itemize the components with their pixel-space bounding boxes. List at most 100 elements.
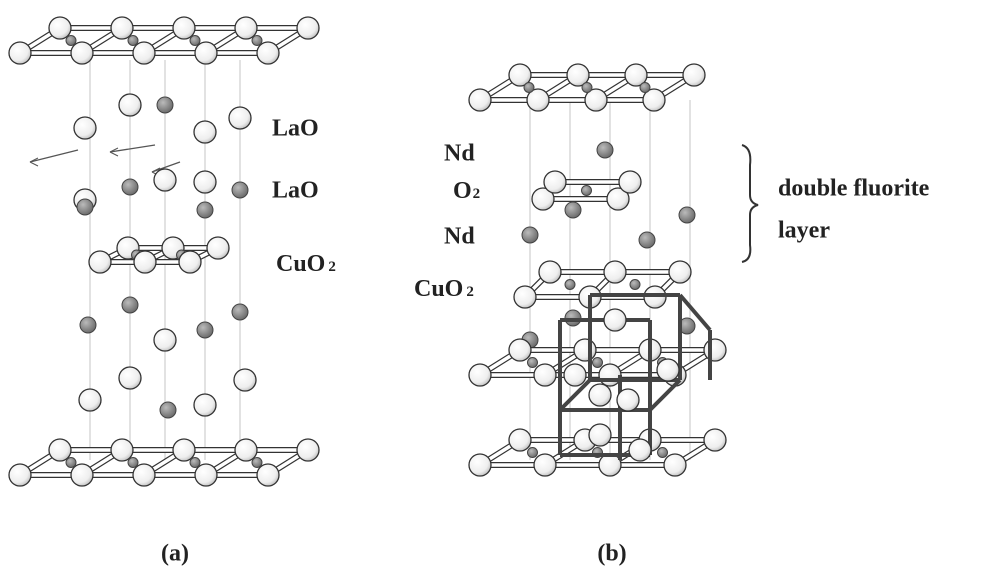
oxygen-atom [599, 454, 621, 476]
oxygen-atom [235, 17, 257, 39]
oxygen-atom [235, 439, 257, 461]
oxygen-atom [509, 339, 531, 361]
oxygen-atom [119, 367, 141, 389]
oxygen-atom [574, 339, 596, 361]
oxygen-atom [589, 424, 611, 446]
metal-atom [160, 402, 176, 418]
metal-atom [197, 322, 213, 338]
frame-edge [650, 380, 680, 410]
oxygen-atom [589, 384, 611, 406]
oxygen-atom [229, 107, 251, 129]
oxygen-atom [599, 364, 621, 386]
metal-atom [197, 202, 213, 218]
metal-atom [122, 297, 138, 313]
oxygen-atom [154, 169, 176, 191]
oxygen-atom [297, 439, 319, 461]
label-sub: 2 [466, 284, 474, 300]
oxygen-atom [179, 251, 201, 273]
label-main: O [453, 178, 472, 204]
oxygen-atom [9, 42, 31, 64]
metal-atom [232, 182, 248, 198]
oxygen-atom [604, 261, 626, 283]
label-main: CuO [414, 276, 463, 302]
arrow [30, 150, 78, 162]
label: Nd [444, 224, 475, 250]
oxygen-atom [49, 439, 71, 461]
oxygen-atom [71, 464, 93, 486]
oxygen-atom [173, 17, 195, 39]
caption: (b) [597, 541, 626, 567]
oxygen-atom [49, 17, 71, 39]
oxygen-atom [79, 389, 101, 411]
label: LaO [272, 178, 319, 204]
oxygen-atom [664, 454, 686, 476]
oxygen-atom [194, 171, 216, 193]
oxygen-atom [704, 339, 726, 361]
oxygen-atom [194, 394, 216, 416]
oxygen-atom [119, 94, 141, 116]
oxygen-atom [514, 286, 536, 308]
oxygen-atom [71, 42, 93, 64]
oxygen-atom [173, 439, 195, 461]
oxygen-atom [704, 429, 726, 451]
label-sub: 2 [473, 186, 481, 202]
oxygen-atom [564, 364, 586, 386]
metal-atom [80, 317, 96, 333]
oxygen-atom [683, 64, 705, 86]
label-main: CuO [276, 251, 325, 277]
oxygen-atom [617, 389, 639, 411]
metal-atom [128, 36, 138, 46]
oxygen-atom [134, 251, 156, 273]
oxygen-atom [539, 261, 561, 283]
metal-atom [639, 232, 655, 248]
bracket-label: layer [778, 218, 830, 244]
caption: (a) [161, 541, 189, 567]
label-sub: 2 [328, 259, 336, 275]
metal-atom [658, 448, 668, 458]
metal-atom [252, 458, 262, 468]
oxygen-atom [469, 454, 491, 476]
metal-atom [157, 97, 173, 113]
oxygen-atom [534, 454, 556, 476]
oxygen-atom [604, 309, 626, 331]
metal-atom [252, 36, 262, 46]
metal-atom [597, 142, 613, 158]
metal-atom [565, 280, 575, 290]
oxygen-atom [257, 464, 279, 486]
oxygen-atom [133, 464, 155, 486]
oxygen-atom [544, 171, 566, 193]
oxygen-atom [194, 121, 216, 143]
oxygen-atom [207, 237, 229, 259]
metal-atom [593, 358, 603, 368]
metal-atom [190, 36, 200, 46]
oxygen-atom [74, 117, 96, 139]
metal-atom [128, 458, 138, 468]
oxygen-atom [469, 364, 491, 386]
oxygen-atom [195, 464, 217, 486]
oxygen-atom [534, 364, 556, 386]
metal-atom [679, 207, 695, 223]
oxygen-atom [234, 369, 256, 391]
oxygen-atom [669, 261, 691, 283]
oxygen-atom [629, 439, 651, 461]
metal-atom [528, 358, 538, 368]
metal-atom [565, 202, 581, 218]
metal-atom [66, 36, 76, 46]
metal-atom [582, 186, 592, 196]
oxygen-atom [257, 42, 279, 64]
oxygen-atom [111, 17, 133, 39]
metal-atom [522, 227, 538, 243]
oxygen-atom [9, 464, 31, 486]
metal-atom [66, 458, 76, 468]
oxygen-atom [469, 89, 491, 111]
oxygen-atom [297, 17, 319, 39]
metal-atom [582, 83, 592, 93]
crystal-structure-figure: LaO LaO CuO2 Nd O2 Nd CuO2 double fluori… [0, 0, 987, 582]
oxygen-atom [89, 251, 111, 273]
oxygen-atom [111, 439, 133, 461]
metal-atom [190, 458, 200, 468]
bracket-label: double fluorite [778, 176, 930, 202]
metal-atom [122, 179, 138, 195]
